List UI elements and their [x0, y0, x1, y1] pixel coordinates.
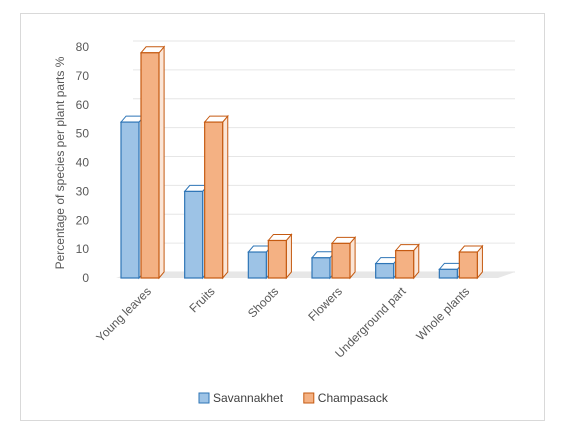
bar-side: [158, 45, 165, 280]
bar-front: [438, 268, 458, 279]
bar-champasack-5: [458, 244, 484, 280]
y-tick-label: 10: [76, 242, 90, 256]
bar-front: [267, 239, 287, 279]
y-tick-label: 20: [76, 213, 90, 227]
bar-champasack-3: [330, 235, 357, 280]
bar-champasack-2: [267, 233, 293, 280]
bar-champasack-0: [139, 45, 166, 280]
bar-savannakhet-3: [310, 250, 337, 280]
y-tick-label: 40: [76, 156, 90, 170]
bar-front: [458, 251, 478, 279]
x-axis-ticks: Young leaves Fruits Shoots FlowersUndergrou…: [93, 284, 472, 361]
x-tick-label: Fruits: [187, 284, 218, 315]
y-tick-label: 80: [76, 40, 90, 54]
bar-side: [285, 233, 292, 280]
bar-side: [222, 114, 229, 280]
bar-front: [395, 249, 415, 279]
legend-label-savannakhet: Savannakhet: [213, 391, 284, 405]
y-tick-label: 0: [82, 271, 89, 285]
x-tick-label: Whole plants: [413, 284, 472, 343]
y-tick-label: 70: [76, 69, 90, 83]
x-tick-label: Flowers: [305, 284, 345, 324]
bar-front: [311, 257, 331, 279]
bar-side: [349, 235, 356, 280]
bar-chart: 0 10 20 30 40 50 60 70 80 Percentage of species …: [53, 40, 515, 405]
legend-swatch-champasack: [303, 392, 315, 404]
legend: Savannakhet Champasack: [198, 391, 389, 405]
y-tick-label: 30: [76, 184, 90, 198]
x-tick-label: Young leaves: [93, 284, 154, 345]
y-tick-label: 50: [76, 127, 90, 141]
legend-label-champasack: Champasack: [318, 391, 389, 405]
bar-front: [247, 251, 267, 279]
bar-front: [184, 190, 204, 279]
bars: [119, 45, 484, 280]
bar-front: [375, 262, 395, 279]
bar-front: [331, 242, 351, 279]
bar-front: [204, 121, 224, 279]
bar-champasack-4: [394, 243, 420, 280]
y-axis-ticks: 0 10 20 30 40 50 60 70 80: [76, 40, 90, 285]
chart-frame: 0 10 20 30 40 50 60 70 80 Percentage of species …: [20, 13, 545, 421]
bar-champasack-1: [203, 114, 229, 280]
y-axis-title: Percentage of species per plant parts %: [53, 56, 67, 269]
bar-front: [140, 52, 160, 279]
bar-front: [120, 121, 140, 279]
legend-swatch-savannakhet: [198, 392, 210, 404]
x-tick-label: Shoots: [245, 284, 281, 320]
y-tick-label: 60: [76, 98, 90, 112]
